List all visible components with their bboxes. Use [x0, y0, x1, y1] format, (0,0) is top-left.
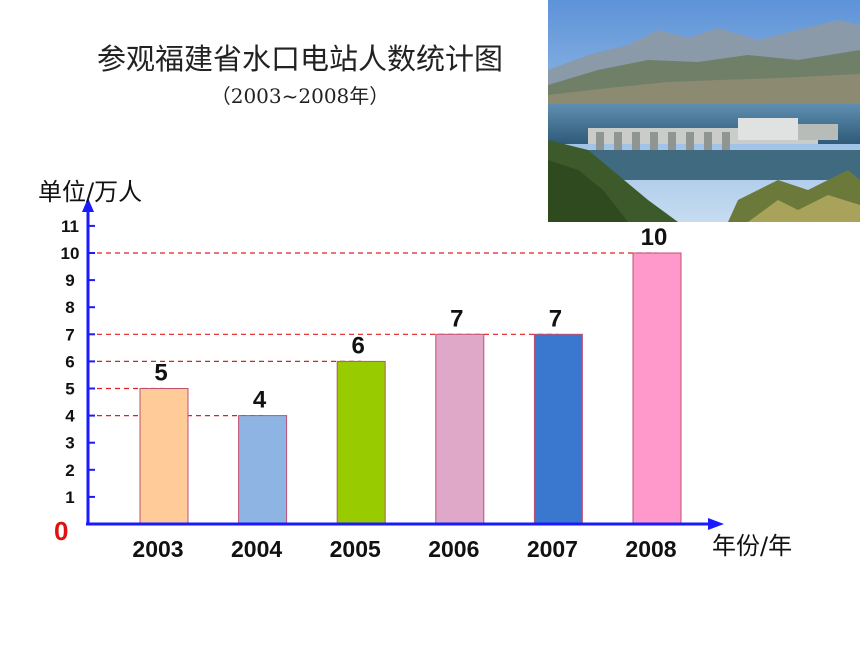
y-tick-label: 10 [61, 244, 80, 263]
data-label: 7 [450, 305, 463, 332]
data-labels: 5 4 6 7 7 10 [154, 224, 667, 414]
bar-2004 [238, 415, 288, 525]
x-tick-label: 2004 [231, 536, 282, 562]
y-tick-label: 2 [65, 461, 74, 480]
y-ticks: 1 2 3 4 5 6 7 8 9 10 11 [61, 217, 95, 507]
bar-2006 [435, 333, 485, 525]
bar-2003 [139, 388, 189, 525]
x-tick-label: 2005 [330, 536, 381, 562]
axes [82, 198, 724, 530]
x-ticks: 2003 2004 2005 2006 2007 2008 [132, 536, 676, 562]
y-tick-label: 9 [65, 271, 74, 290]
data-label: 4 [253, 387, 267, 414]
y-tick-label: 11 [61, 217, 79, 236]
x-tick-label: 2007 [527, 536, 578, 562]
y-axis-label: 单位/万人 [38, 178, 142, 206]
data-label: 10 [641, 224, 668, 251]
x-tick-label: 2003 [132, 536, 183, 562]
origin-label: 0 [54, 516, 68, 546]
dam-photo-illustration [548, 0, 860, 222]
y-tick-label: 4 [65, 407, 75, 426]
y-tick-label: 7 [65, 325, 74, 344]
y-tick-label: 5 [65, 380, 74, 399]
y-tick-label: 1 [65, 488, 74, 507]
y-tick-label: 6 [65, 352, 74, 371]
reference-lines [88, 252, 657, 417]
y-axis-arrow [82, 198, 94, 212]
bars [139, 252, 682, 525]
x-axis-arrow [708, 518, 724, 530]
bar-2007 [533, 333, 583, 525]
x-tick-label: 2006 [428, 536, 479, 562]
chart-subtitle: （2003~2008年） [210, 84, 390, 108]
hydropower-dam-photo [548, 0, 860, 222]
x-tick-label: 2008 [625, 536, 676, 562]
bar-2005 [336, 360, 386, 525]
y-tick-label: 8 [65, 298, 74, 317]
data-label: 5 [154, 360, 167, 387]
data-label: 6 [352, 332, 365, 359]
x-axis-label: 年份/年 [712, 532, 792, 560]
y-tick-label: 3 [65, 434, 74, 453]
bar-2008 [632, 252, 682, 525]
chart-title: 参观福建省水口电站人数统计图 [96, 42, 503, 76]
data-label: 7 [549, 305, 562, 332]
